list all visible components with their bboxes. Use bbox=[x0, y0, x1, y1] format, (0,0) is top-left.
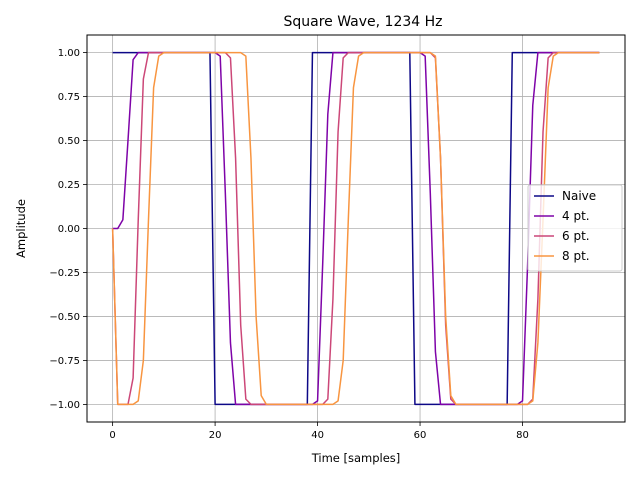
chart-title: Square Wave, 1234 Hz bbox=[283, 14, 442, 30]
x-tick-label: 60 bbox=[414, 430, 427, 441]
y-tick-label: 0.75 bbox=[58, 92, 80, 103]
y-tick-label: 0.25 bbox=[58, 180, 80, 191]
y-tick-label: −0.50 bbox=[49, 312, 80, 323]
x-axis-ticks: 0 20 40 60 80 bbox=[109, 422, 529, 441]
legend-label: 8 pt. bbox=[562, 249, 590, 263]
x-axis-label: Time [samples] bbox=[311, 451, 401, 465]
y-axis-ticks: −1.00 −0.75 −0.50 −0.25 0.00 0.25 0.50 0.75 1.00 bbox=[49, 48, 87, 411]
y-tick-label: 1.00 bbox=[58, 48, 80, 59]
y-axis-label: Amplitude bbox=[14, 199, 28, 258]
x-tick-label: 20 bbox=[209, 430, 222, 441]
y-tick-label: −0.25 bbox=[49, 268, 80, 279]
legend-label: 6 pt. bbox=[562, 229, 590, 243]
y-tick-label: −0.75 bbox=[49, 356, 80, 367]
legend-label: 4 pt. bbox=[562, 209, 590, 223]
y-tick-label: 0.50 bbox=[58, 136, 80, 147]
y-tick-label: 0.00 bbox=[58, 224, 80, 235]
y-tick-label: −1.00 bbox=[49, 400, 80, 411]
legend: Naive 4 pt. 6 pt. 8 pt. bbox=[527, 184, 623, 272]
x-tick-label: 80 bbox=[516, 430, 529, 441]
legend-box bbox=[527, 184, 623, 272]
x-tick-label: 0 bbox=[109, 430, 115, 441]
legend-label: Naive bbox=[562, 189, 596, 203]
x-tick-label: 40 bbox=[311, 430, 324, 441]
series-line-8-pt bbox=[111, 51, 600, 406]
series-layer bbox=[111, 51, 600, 406]
